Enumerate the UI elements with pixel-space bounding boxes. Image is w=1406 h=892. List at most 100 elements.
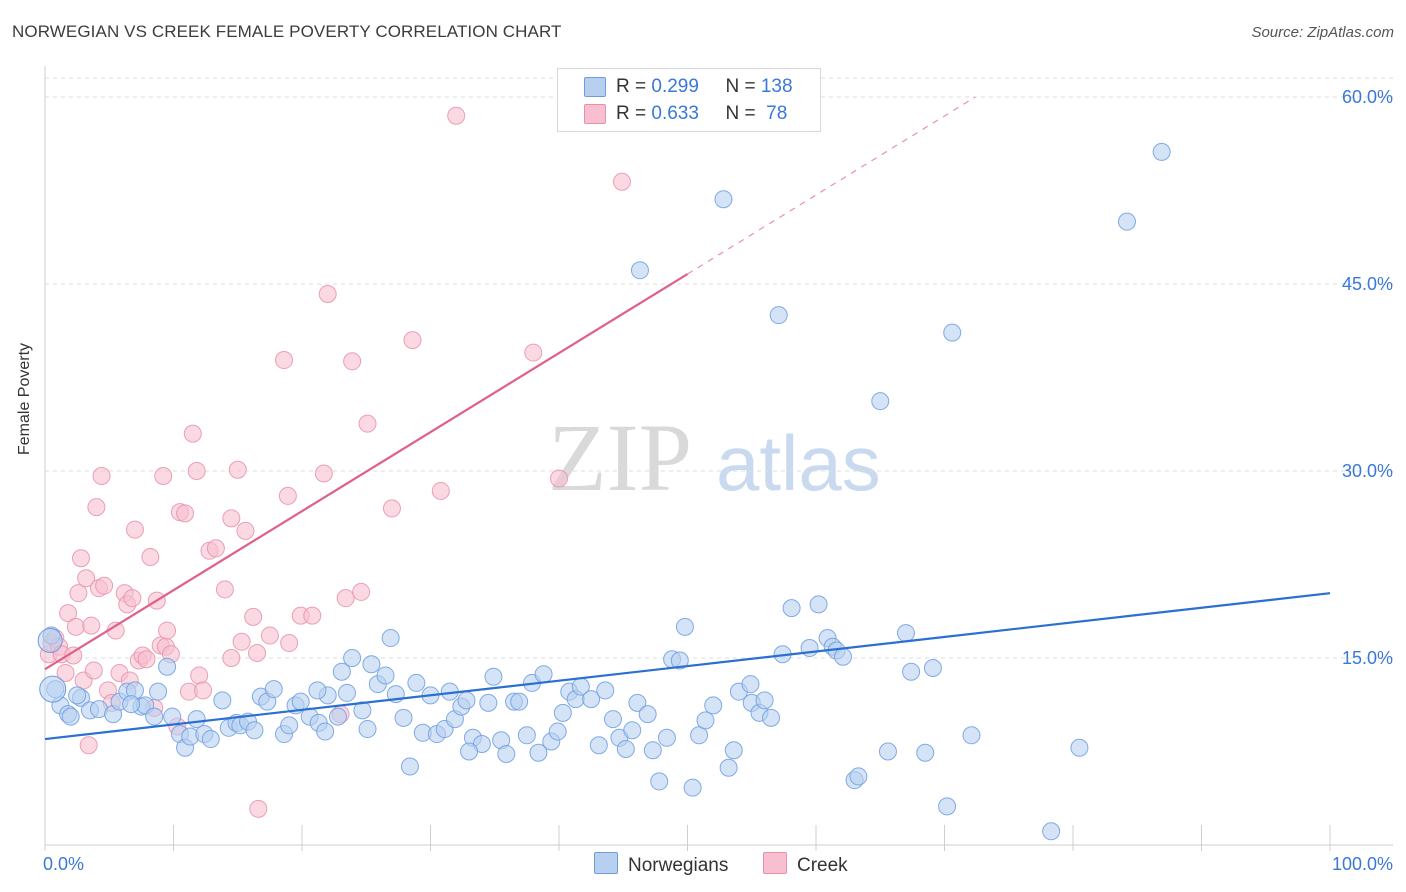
norwegians-point <box>407 673 426 692</box>
watermark-zip: ZIP <box>548 404 692 511</box>
norwegians-point <box>962 726 981 745</box>
norwegians-point <box>358 720 377 739</box>
creek-point <box>222 649 241 667</box>
legend-swatch-creek <box>584 104 606 124</box>
norwegians-point <box>690 726 709 745</box>
norwegians-point <box>878 742 897 761</box>
stats-legend: R = 0.299 N = 138 R = 0.633 N = 78 <box>557 68 821 132</box>
norwegians-point <box>163 707 182 726</box>
norwegians-point <box>923 658 942 677</box>
creek-point <box>524 343 543 362</box>
norwegians-point <box>61 707 80 726</box>
norwegians-point <box>280 716 299 735</box>
legend-n-label: N = <box>725 103 761 124</box>
norwegians-point <box>381 629 400 648</box>
creek-trendline <box>44 273 689 671</box>
norwegians-point <box>769 306 788 325</box>
creek-point <box>248 644 267 663</box>
norwegians-point <box>603 710 622 729</box>
norwegians-point <box>943 323 962 342</box>
creek-point <box>232 632 251 651</box>
norwegians-point <box>328 707 347 726</box>
norwegians-point <box>400 757 419 776</box>
bottom-legend-swatch-norwegians <box>594 852 618 874</box>
norwegians-point <box>657 728 676 747</box>
norwegians-point <box>630 261 649 280</box>
creek-trendline-extension <box>687 96 976 275</box>
legend-r-value: 0.633 <box>651 103 699 124</box>
creek-point <box>318 284 337 303</box>
norwegians-point <box>68 686 87 705</box>
norwegians-point <box>650 772 669 791</box>
creek-point <box>154 466 173 485</box>
creek-point <box>403 331 422 350</box>
norwegians-point <box>724 741 743 760</box>
bottom-legend-swatch-creek <box>763 852 787 874</box>
watermark-atlas: atlas <box>716 419 881 507</box>
norwegians-point <box>158 657 177 676</box>
creek-point <box>87 498 106 517</box>
creek-point <box>278 486 297 505</box>
legend-n-value: 78 <box>760 103 788 124</box>
norwegians-point <box>1042 822 1061 841</box>
bottom-legend-label-norwegians: Norwegians <box>628 855 729 876</box>
norwegians-point <box>332 662 351 681</box>
norwegians-point <box>484 667 503 686</box>
creek-point <box>431 481 450 500</box>
norwegians-point <box>376 666 395 685</box>
creek-point <box>84 661 103 680</box>
y-tick-label: 15.0% <box>1342 648 1393 668</box>
norwegians-point <box>187 710 206 729</box>
norwegians-point <box>809 595 828 614</box>
norwegians-point <box>308 681 327 700</box>
norwegians-point <box>362 655 381 674</box>
creek-point <box>77 569 96 588</box>
norwegians-point <box>1152 142 1171 161</box>
y-tick-label: 30.0% <box>1342 461 1393 481</box>
legend-n-value: 138 <box>760 76 793 97</box>
norwegians-point <box>534 665 553 684</box>
norwegians-point <box>1070 738 1089 757</box>
legend-r-label: R = <box>616 103 652 124</box>
norwegians-point <box>479 693 498 712</box>
norwegians-point <box>457 691 476 710</box>
norwegians-point-cluster <box>39 675 67 703</box>
creek-point <box>612 172 631 191</box>
creek-point <box>187 462 206 480</box>
creek-point <box>228 460 247 479</box>
norwegians-point <box>638 705 657 724</box>
norwegians-point <box>460 742 479 761</box>
creek-point <box>66 617 85 636</box>
creek-point <box>358 414 377 433</box>
norwegians-point <box>714 190 733 209</box>
creek-point <box>244 607 263 626</box>
norwegians-point <box>213 691 232 710</box>
norwegians-point <box>782 599 801 618</box>
norwegians-point <box>643 741 662 760</box>
creek-point <box>280 634 299 653</box>
creek-point <box>176 504 195 523</box>
y-axis-label: Female Poverty <box>16 342 33 455</box>
norwegians-point <box>122 695 141 714</box>
norwegians-point <box>704 696 723 715</box>
norwegians-point <box>149 682 168 701</box>
creek-point <box>125 520 144 539</box>
norwegians-point <box>596 681 615 700</box>
norwegians-point <box>623 721 642 740</box>
creek-point <box>550 469 568 488</box>
creek-point <box>95 576 114 595</box>
creek-point <box>382 499 401 518</box>
norwegians-point <box>902 662 921 681</box>
creek-point <box>352 582 371 601</box>
legend-n-label: N = <box>725 76 761 97</box>
chart-source: Source: ZipAtlas.com <box>1251 24 1394 41</box>
creek-point <box>158 621 177 640</box>
legend-swatch-norwegians <box>584 77 606 97</box>
norwegians-point <box>871 392 890 411</box>
bottom-legend-label-creek: Creek <box>797 855 848 876</box>
norwegians-point <box>343 649 362 667</box>
norwegians-point <box>510 692 529 711</box>
norwegians-point <box>683 778 702 797</box>
creek-point <box>123 589 142 608</box>
norwegians-point <box>529 743 548 762</box>
